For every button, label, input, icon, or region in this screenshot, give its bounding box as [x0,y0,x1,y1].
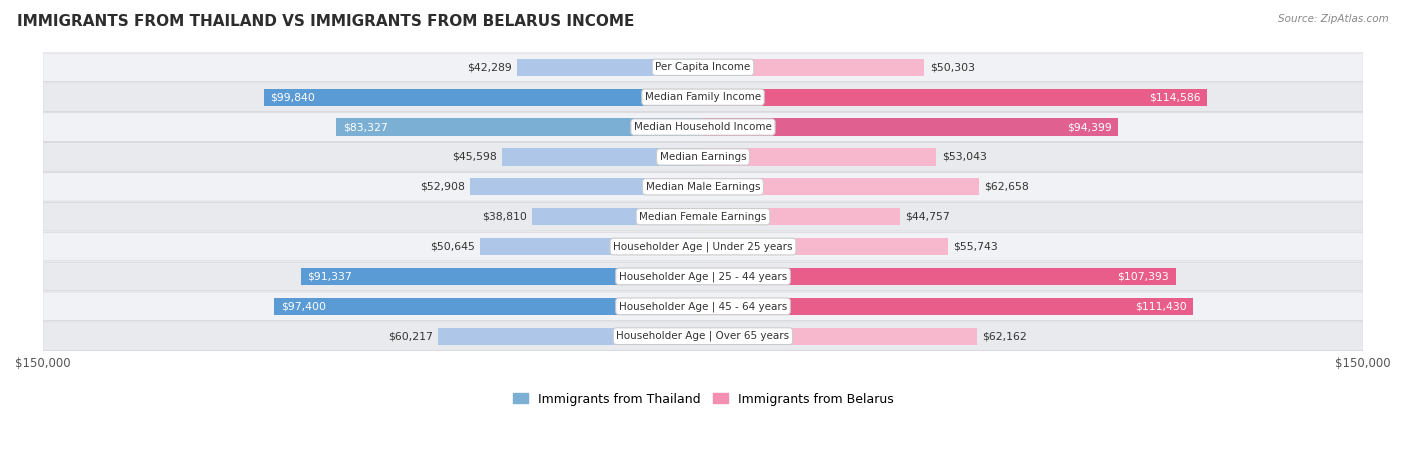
Legend: Immigrants from Thailand, Immigrants from Belarus: Immigrants from Thailand, Immigrants fro… [508,388,898,410]
Bar [703,148,936,166]
FancyBboxPatch shape [42,53,1364,82]
Text: $55,743: $55,743 [953,241,998,252]
Text: Median Female Earnings: Median Female Earnings [640,212,766,222]
Text: Median Household Income: Median Household Income [634,122,772,132]
Text: $94,399: $94,399 [1067,122,1112,132]
Bar [274,297,703,315]
Bar [470,178,703,196]
Text: $60,217: $60,217 [388,331,433,341]
Bar [703,119,1119,136]
Text: Householder Age | 25 - 44 years: Householder Age | 25 - 44 years [619,271,787,282]
Text: $53,043: $53,043 [942,152,987,162]
Bar [336,119,703,136]
Bar [703,89,1208,106]
FancyBboxPatch shape [42,172,1364,201]
FancyBboxPatch shape [42,322,1364,351]
FancyBboxPatch shape [42,292,1364,321]
Bar [703,59,924,76]
Bar [502,148,703,166]
FancyBboxPatch shape [42,262,1364,291]
FancyBboxPatch shape [42,142,1364,171]
Text: Median Male Earnings: Median Male Earnings [645,182,761,192]
Text: $97,400: $97,400 [281,301,326,311]
FancyBboxPatch shape [42,232,1364,261]
Text: $44,757: $44,757 [905,212,950,222]
Text: $83,327: $83,327 [343,122,388,132]
Text: Median Family Income: Median Family Income [645,92,761,102]
Bar [703,208,900,226]
Text: $45,598: $45,598 [453,152,498,162]
Bar [533,208,703,226]
Bar [703,297,1194,315]
Text: $107,393: $107,393 [1118,271,1168,282]
Text: $42,289: $42,289 [467,62,512,72]
Text: Householder Age | Over 65 years: Householder Age | Over 65 years [616,331,790,341]
Bar [703,327,977,345]
Text: $114,586: $114,586 [1149,92,1201,102]
Text: $50,645: $50,645 [430,241,475,252]
Text: Householder Age | Under 25 years: Householder Age | Under 25 years [613,241,793,252]
FancyBboxPatch shape [42,202,1364,231]
Text: Per Capita Income: Per Capita Income [655,62,751,72]
Text: $91,337: $91,337 [308,271,353,282]
Text: IMMIGRANTS FROM THAILAND VS IMMIGRANTS FROM BELARUS INCOME: IMMIGRANTS FROM THAILAND VS IMMIGRANTS F… [17,14,634,29]
Bar [703,268,1175,285]
Text: $99,840: $99,840 [270,92,315,102]
Bar [703,178,979,196]
Text: $62,162: $62,162 [981,331,1026,341]
Bar [703,238,948,255]
Text: $62,658: $62,658 [984,182,1029,192]
Bar [517,59,703,76]
Bar [479,238,703,255]
Bar [263,89,703,106]
Text: Householder Age | 45 - 64 years: Householder Age | 45 - 64 years [619,301,787,311]
Text: Median Earnings: Median Earnings [659,152,747,162]
FancyBboxPatch shape [42,83,1364,112]
Text: $50,303: $50,303 [929,62,974,72]
Text: $52,908: $52,908 [420,182,465,192]
Bar [301,268,703,285]
Text: $111,430: $111,430 [1135,301,1187,311]
Text: $38,810: $38,810 [482,212,527,222]
Bar [439,327,703,345]
Text: Source: ZipAtlas.com: Source: ZipAtlas.com [1278,14,1389,24]
FancyBboxPatch shape [42,113,1364,142]
